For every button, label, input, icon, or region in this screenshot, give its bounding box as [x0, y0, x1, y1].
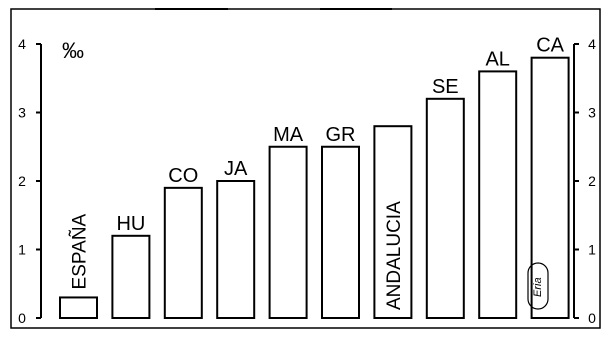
right-tick-label-0: 0: [588, 310, 596, 326]
bar-label-hu: HU: [116, 213, 145, 235]
bar-label-ja: JA: [224, 158, 248, 180]
bar-ma: [268, 145, 308, 319]
right-tick-label-1: 1: [588, 242, 596, 258]
y-axis-ticks: 0 0 1 1 2 2 3 3 4 4: [18, 36, 596, 326]
bar-label-espa-a: ESPAÑA: [69, 213, 91, 289]
bar-se: [425, 97, 465, 319]
bar-label-andalucia: ANDALUCIA: [384, 201, 405, 310]
bar-ja: [216, 180, 256, 319]
bar-co: [163, 186, 203, 319]
chart-frame: [10, 8, 601, 329]
left-tick-label-3: 3: [18, 105, 26, 121]
bars: [59, 56, 570, 320]
right-tick-label-4: 4: [588, 36, 596, 52]
eria-watermark-text: Eria: [532, 277, 544, 297]
bar-ca: [530, 56, 570, 319]
right-tick-label-2: 2: [588, 173, 596, 189]
bar-label-ca: CA: [536, 35, 564, 57]
eria-watermark-frame: [527, 262, 549, 310]
left-tick-label-2: 2: [18, 173, 26, 189]
bar-label-al: AL: [485, 48, 509, 70]
bar-label-gr: GR: [326, 124, 356, 146]
bar-al: [478, 70, 518, 320]
left-tick-label-1: 1: [18, 242, 26, 258]
eria-watermark: Eria: [527, 262, 549, 310]
unit-label: ‰: [62, 38, 84, 63]
bar-hu: [111, 234, 151, 319]
left-tick-label-4: 4: [18, 36, 26, 52]
bar-label-ma: MA: [273, 124, 304, 146]
bar-gr: [321, 145, 360, 319]
bar-espa-a: [59, 296, 98, 320]
bar-labels: ESPAÑA HU CO JA MA GR ANDALUCIA SE AL CA: [69, 35, 565, 310]
right-tick-label-3: 3: [588, 105, 596, 121]
bar-label-co: CO: [168, 165, 198, 187]
bar-label-se: SE: [432, 76, 459, 98]
left-tick-label-0: 0: [18, 310, 26, 326]
bar-andalucia: [373, 125, 413, 319]
